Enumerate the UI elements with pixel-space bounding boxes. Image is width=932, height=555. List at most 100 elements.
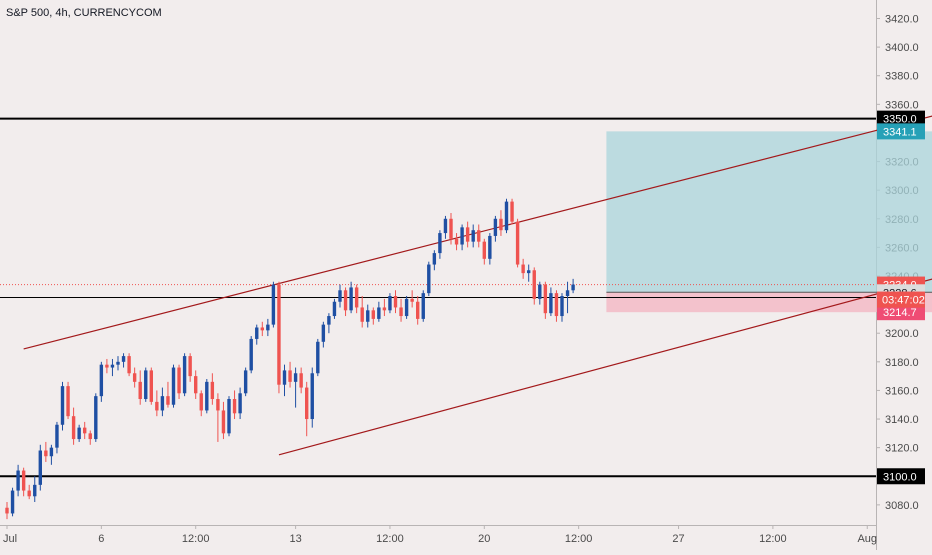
candle-body[interactable]	[194, 376, 198, 394]
candle-body[interactable]	[216, 399, 220, 411]
candle-body[interactable]	[488, 235, 492, 259]
candle-body[interactable]	[99, 364, 104, 397]
candle-body[interactable]	[94, 396, 98, 440]
candle-body[interactable]	[105, 364, 109, 368]
candle-body[interactable]	[371, 310, 375, 319]
candle-body[interactable]	[343, 290, 348, 311]
candle-body[interactable]	[110, 364, 115, 368]
candle-body[interactable]	[171, 367, 176, 405]
candle-body[interactable]	[449, 218, 453, 239]
candle-body[interactable]	[5, 507, 9, 514]
candle-body[interactable]	[132, 373, 137, 382]
candle-body[interactable]	[116, 361, 120, 365]
target-zone[interactable]	[606, 131, 932, 293]
candle-body[interactable]	[182, 356, 187, 394]
candle-body[interactable]	[155, 401, 159, 411]
candle-body[interactable]	[277, 284, 281, 385]
candle-body[interactable]	[16, 470, 20, 491]
candle-body[interactable]	[238, 393, 242, 414]
candle-body[interactable]	[332, 301, 337, 317]
candle-body[interactable]	[432, 253, 437, 265]
candle-body[interactable]	[321, 324, 326, 342]
candle-body[interactable]	[427, 264, 431, 294]
candle-body[interactable]	[166, 396, 170, 405]
candle-body[interactable]	[504, 201, 509, 231]
candle-body[interactable]	[66, 386, 70, 417]
candle-body[interactable]	[549, 293, 553, 314]
candle-body[interactable]	[443, 218, 448, 234]
candle-body[interactable]	[560, 296, 564, 317]
candle-body[interactable]	[138, 381, 142, 400]
candle-body[interactable]	[316, 341, 320, 374]
candle-body[interactable]	[160, 396, 165, 411]
candle-body[interactable]	[266, 324, 270, 331]
candle-body[interactable]	[416, 301, 420, 319]
candle-body[interactable]	[493, 218, 498, 236]
candle-body[interactable]	[27, 490, 31, 497]
candle-body[interactable]	[465, 227, 470, 242]
candle-body[interactable]	[88, 433, 92, 440]
candle-body[interactable]	[10, 490, 15, 514]
candle-body[interactable]	[243, 370, 248, 394]
candle-body[interactable]	[121, 356, 126, 362]
candle-body[interactable]	[38, 450, 42, 485]
candle-body[interactable]	[177, 367, 181, 394]
candle-body[interactable]	[221, 410, 226, 434]
candle-body[interactable]	[260, 327, 264, 331]
candle-body[interactable]	[471, 230, 475, 242]
candle-body[interactable]	[293, 373, 298, 382]
candle-body[interactable]	[77, 427, 81, 440]
candle-body[interactable]	[377, 307, 381, 319]
candle-body[interactable]	[554, 293, 559, 317]
candle-body[interactable]	[404, 298, 409, 317]
candle-body[interactable]	[477, 230, 481, 242]
candle-body[interactable]	[388, 296, 392, 311]
candle-body[interactable]	[205, 381, 209, 411]
candle-body[interactable]	[327, 316, 331, 325]
candle-body[interactable]	[393, 296, 398, 308]
candle-body[interactable]	[460, 227, 464, 245]
candle-body[interactable]	[210, 381, 215, 400]
candle-body[interactable]	[421, 293, 425, 319]
candle-body[interactable]	[366, 310, 370, 322]
candle-body[interactable]	[83, 427, 87, 434]
candle-body[interactable]	[515, 221, 520, 265]
candle-body[interactable]	[565, 290, 570, 297]
candle-body[interactable]	[44, 450, 48, 457]
candle-body[interactable]	[360, 307, 364, 322]
candle-body[interactable]	[188, 356, 192, 377]
channel-upper-line[interactable]	[23, 100, 932, 350]
candle-body[interactable]	[255, 327, 259, 339]
candle-body[interactable]	[305, 387, 309, 420]
candle-body[interactable]	[149, 370, 153, 402]
candle-body[interactable]	[382, 307, 387, 311]
candle-body[interactable]	[144, 370, 148, 400]
candle-body[interactable]	[354, 287, 359, 308]
candle-body[interactable]	[288, 370, 292, 382]
candle-body[interactable]	[33, 484, 37, 497]
candle-body[interactable]	[543, 284, 548, 314]
candle-body[interactable]	[399, 307, 403, 317]
candle-body[interactable]	[199, 393, 203, 411]
candle-body[interactable]	[299, 373, 303, 388]
candle-body[interactable]	[410, 298, 414, 302]
candle-body[interactable]	[521, 264, 525, 274]
candle-body[interactable]	[60, 386, 65, 425]
time-axis[interactable]	[0, 525, 876, 550]
candle-body[interactable]	[510, 201, 514, 222]
candle-body[interactable]	[310, 373, 314, 420]
candle-body[interactable]	[71, 416, 76, 440]
candle-body[interactable]	[49, 447, 54, 457]
candle-body[interactable]	[338, 290, 342, 302]
candle-body[interactable]	[499, 218, 503, 231]
candle-body[interactable]	[482, 241, 486, 259]
candle-body[interactable]	[271, 284, 276, 325]
candle-body[interactable]	[527, 270, 531, 274]
candle-body[interactable]	[438, 233, 442, 254]
candle-body[interactable]	[571, 284, 575, 291]
candle-body[interactable]	[454, 238, 459, 245]
candle-body[interactable]	[227, 399, 231, 434]
candle-body[interactable]	[249, 338, 253, 371]
